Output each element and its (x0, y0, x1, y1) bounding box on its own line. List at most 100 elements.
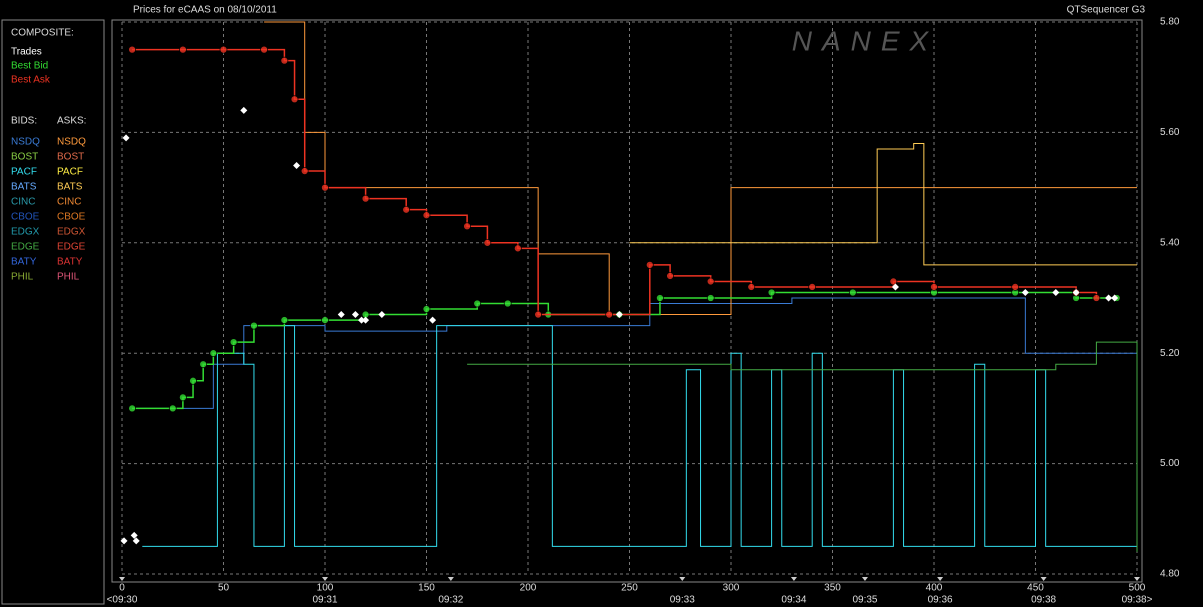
marker (808, 283, 817, 291)
legend-bid: EDGE (11, 242, 40, 253)
watermark: NANEX (792, 25, 938, 56)
plot-frame (111, 19, 1143, 583)
legend-bid: BATY (11, 257, 37, 268)
x-tick-label: 250 (621, 583, 638, 594)
trade-point (429, 316, 437, 324)
marker (300, 167, 309, 175)
marker (645, 261, 654, 269)
marker (280, 316, 289, 324)
marker (321, 316, 329, 324)
time-label: 09:35 (852, 595, 877, 606)
legend-bid: CINC (11, 197, 35, 208)
marker (361, 194, 370, 203)
x-tick-label: 50 (218, 583, 230, 594)
trade-point (362, 316, 370, 324)
legend-entry: Trades (11, 47, 42, 58)
y-tick-label: 5.60 (1160, 127, 1180, 138)
time-label: 09:38 (1031, 595, 1056, 606)
y-tick-label: 5.40 (1160, 237, 1180, 248)
x-tick-label: 150 (418, 583, 435, 594)
asks-heading: ASKS: (57, 116, 86, 127)
y-tick-label: 4.80 (1160, 569, 1180, 580)
x-tick-label: 450 (1027, 583, 1044, 594)
trade-point (378, 311, 386, 319)
x-tick-label: 350 (824, 583, 841, 594)
legend-ask: BATY (57, 257, 83, 268)
trade-point (130, 531, 138, 539)
marker (706, 294, 715, 302)
marker (209, 349, 218, 358)
trade-point (1052, 288, 1060, 296)
marker (280, 56, 289, 65)
x-tick-label: 100 (317, 583, 334, 594)
x-tick-label: 0 (119, 583, 125, 594)
y-tick-label: 5.80 (1160, 17, 1180, 28)
time-label: 09:38> (1122, 595, 1153, 606)
time-marker (119, 577, 125, 581)
marker (422, 211, 431, 220)
marker (767, 288, 776, 297)
y-tick-label: 5.00 (1160, 458, 1180, 469)
marker (1011, 283, 1020, 291)
legend-entry: Best Bid (11, 61, 48, 72)
legend-ask: CBOE (57, 212, 86, 223)
marker (889, 277, 898, 286)
marker (473, 299, 482, 308)
legend-panel (1, 19, 105, 605)
trade-point (351, 311, 359, 319)
trade-point (1105, 294, 1113, 302)
legend-heading: COMPOSITE: (11, 28, 74, 39)
x-tick-label: 500 (1129, 583, 1146, 594)
time-marker (679, 577, 686, 581)
marker (848, 288, 857, 297)
marker (463, 222, 471, 231)
trade-point (1072, 288, 1080, 296)
time-label: 09:33 (670, 595, 695, 606)
marker (747, 283, 756, 291)
marker (219, 45, 228, 54)
trade-point (891, 283, 899, 291)
bid-line (467, 341, 1138, 552)
marker (189, 376, 197, 385)
marker (483, 238, 492, 247)
legend-ask: PHIL (57, 272, 80, 283)
time-marker (447, 577, 454, 581)
legend-ask: BATS (57, 182, 83, 193)
chart-title: Prices for eCAAS on 08/10/2011 (133, 5, 277, 16)
trade-point (120, 537, 128, 545)
legend-ask: BOST (57, 152, 84, 163)
legend-entry: Best Ask (11, 75, 51, 86)
bids-heading: BIDS: (11, 116, 37, 127)
marker (179, 45, 187, 54)
marker (605, 310, 614, 319)
time-marker (937, 577, 944, 581)
trade-point (1021, 288, 1029, 296)
time-marker (1040, 577, 1047, 581)
marker (128, 45, 136, 54)
time-marker (790, 577, 797, 581)
marker (250, 321, 258, 330)
trade-point (358, 316, 366, 324)
marker (229, 338, 238, 347)
time-marker (1134, 577, 1140, 581)
legend-bid: NSDQ (11, 137, 40, 148)
marker (422, 305, 431, 313)
y-tick-label: 5.20 (1160, 348, 1180, 359)
legend-ask: EDGX (57, 227, 86, 238)
marker (402, 205, 411, 214)
marker (534, 310, 543, 319)
marker (321, 183, 329, 192)
marker (260, 45, 268, 54)
legend-ask: EDGE (57, 242, 86, 253)
marker (168, 404, 177, 413)
marker (179, 393, 187, 402)
marker (128, 404, 136, 413)
legend-bid: CBOE (11, 212, 40, 223)
marker (930, 283, 938, 291)
trade-point (615, 311, 623, 319)
legend-bid: BATS (11, 182, 37, 193)
marker (199, 360, 208, 369)
time-marker (322, 577, 328, 581)
